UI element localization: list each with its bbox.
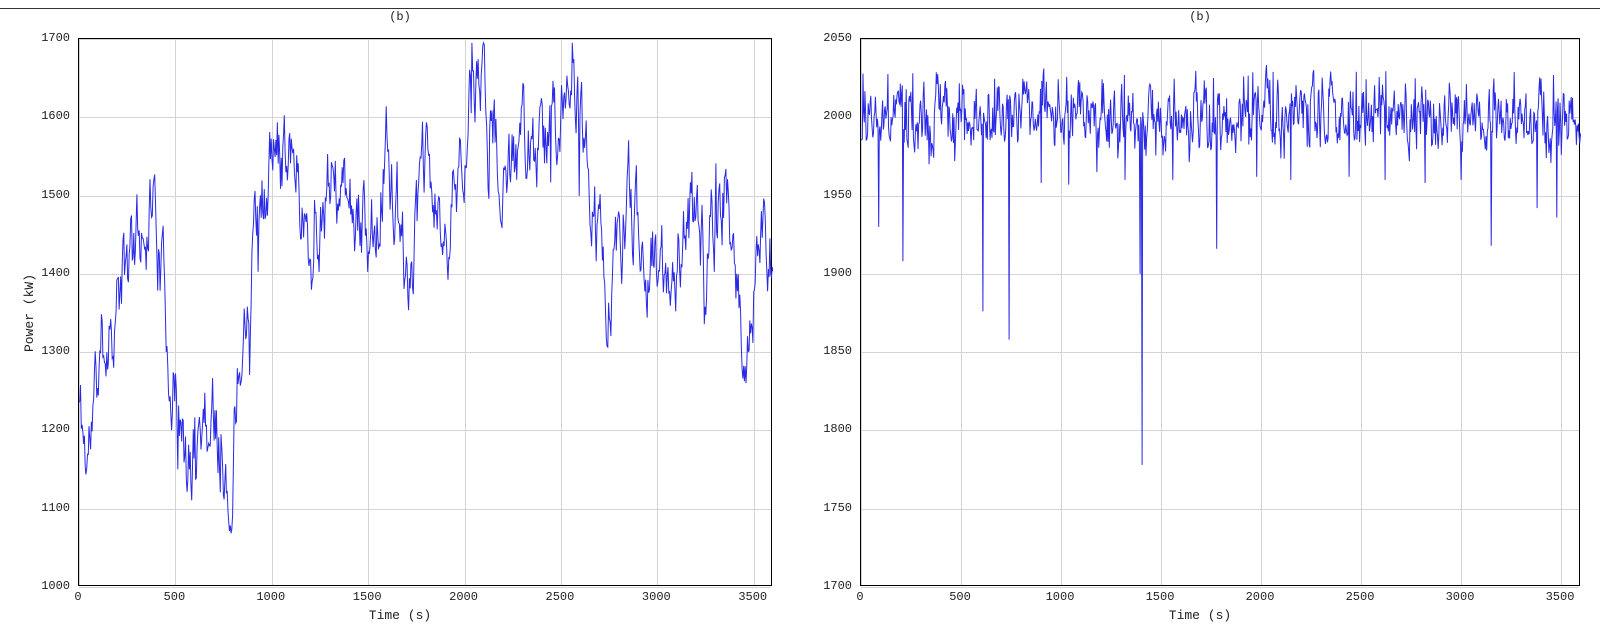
ytick-label: 1200 xyxy=(36,422,70,436)
gridline-h xyxy=(79,587,771,588)
xtick-label: 3500 xyxy=(738,590,767,604)
xtick-label: 2500 xyxy=(546,590,575,604)
ytick-label: 1850 xyxy=(818,344,852,358)
plot-area-right xyxy=(860,38,1580,586)
xtick-label: 2000 xyxy=(1246,590,1275,604)
ytick-label: 1700 xyxy=(36,31,70,45)
xlabel-right: Time (s) xyxy=(800,608,1600,623)
gridline-h xyxy=(861,587,1579,588)
ytick-label: 1300 xyxy=(36,344,70,358)
panel-left-title: (b) xyxy=(0,10,800,24)
xtick-label: 500 xyxy=(164,590,186,604)
ytick-label: 1700 xyxy=(818,579,852,593)
xtick-label: 3000 xyxy=(1446,590,1475,604)
ytick-label: 1800 xyxy=(818,422,852,436)
xtick-label: 500 xyxy=(949,590,971,604)
xtick-label: 1500 xyxy=(353,590,382,604)
xtick-label: 1500 xyxy=(1146,590,1175,604)
ytick-label: 1500 xyxy=(36,188,70,202)
xtick-label: 3500 xyxy=(1546,590,1575,604)
series-line xyxy=(861,39,1581,587)
xtick-label: 1000 xyxy=(256,590,285,604)
ytick-label: 1750 xyxy=(818,501,852,515)
series-line xyxy=(79,39,773,587)
xtick-label: 3000 xyxy=(642,590,671,604)
plot-area-left xyxy=(78,38,772,586)
ytick-label: 1950 xyxy=(818,188,852,202)
xtick-label: 0 xyxy=(856,590,863,604)
xtick-label: 0 xyxy=(74,590,81,604)
xtick-label: 1000 xyxy=(1046,590,1075,604)
ytick-label: 1000 xyxy=(36,579,70,593)
xtick-label: 2500 xyxy=(1346,590,1375,604)
ytick-label: 1600 xyxy=(36,109,70,123)
panel-right-title: (b) xyxy=(800,10,1600,24)
xtick-label: 2000 xyxy=(449,590,478,604)
top-rule xyxy=(0,8,1600,9)
ylabel-left: Power (kW) xyxy=(22,274,37,352)
ytick-label: 1100 xyxy=(36,501,70,515)
figure: (b) Time (s) Power (kW) 0 500 1000 1500 2000… xyxy=(0,10,1600,620)
ytick-label: 1900 xyxy=(818,266,852,280)
ytick-label: 1400 xyxy=(36,266,70,280)
ytick-label: 2000 xyxy=(818,109,852,123)
panel-right: (b) Time (s) 0 500 1000 1500 2000 2500 3000 350… xyxy=(800,10,1600,620)
xlabel-left: Time (s) xyxy=(0,608,800,623)
panel-left: (b) Time (s) Power (kW) 0 500 1000 1500 2000… xyxy=(0,10,800,620)
ytick-label: 2050 xyxy=(818,31,852,45)
